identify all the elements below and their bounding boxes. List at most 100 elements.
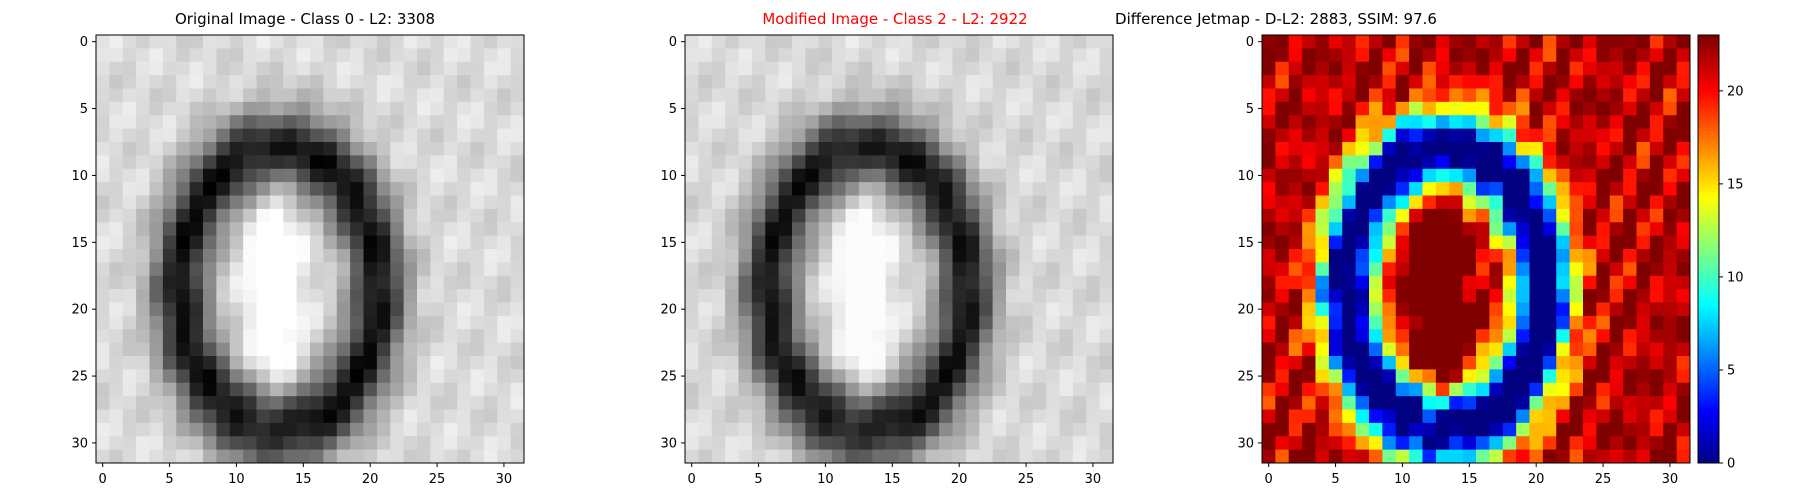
- heatmap-cell: [1302, 356, 1316, 370]
- heatmap-cell: [256, 48, 271, 63]
- heatmap-cell: [189, 235, 204, 250]
- heatmap-cell: [1542, 302, 1557, 317]
- colorbar-segment: [1698, 99, 1719, 104]
- heatmap-cell: [765, 168, 780, 183]
- heatmap-cell: [685, 128, 699, 143]
- heatmap-cell: [1086, 195, 1101, 210]
- heatmap-cell: [738, 195, 753, 210]
- heatmap-cell: [899, 422, 913, 437]
- heatmap-cell: [1046, 208, 1060, 223]
- heatmap-cell: [176, 61, 191, 76]
- heatmap-cell: [1342, 275, 1357, 290]
- heatmap-cell: [189, 168, 204, 183]
- heatmap-cell: [872, 356, 887, 370]
- heatmap-cell: [1502, 208, 1517, 223]
- heatmap-cell: [1086, 302, 1101, 317]
- heatmap-cell: [149, 275, 164, 290]
- heatmap-cell: [96, 342, 110, 357]
- heatmap-cell: [832, 208, 846, 223]
- heatmap-cell: [403, 35, 418, 49]
- heatmap-cell: [1006, 48, 1020, 63]
- heatmap-cell: [1019, 115, 1034, 130]
- heatmap-cell: [845, 155, 860, 170]
- heatmap-cell: [162, 356, 177, 370]
- heatmap-cell: [792, 142, 806, 156]
- heatmap-cell: [738, 369, 753, 384]
- heatmap-cell: [1462, 88, 1477, 103]
- heatmap-cell: [1435, 35, 1450, 49]
- heatmap-cell: [390, 262, 405, 277]
- heatmap-cell: [363, 222, 378, 237]
- heatmap-cell: [711, 356, 726, 370]
- heatmap-cell: [136, 208, 150, 223]
- heatmap-cell: [363, 369, 378, 384]
- heatmap-cell: [1435, 409, 1450, 424]
- heatmap-cell: [1328, 409, 1343, 424]
- heatmap-cell: [751, 249, 766, 263]
- heatmap-cell: [1542, 329, 1557, 344]
- heatmap-cell: [1663, 369, 1678, 384]
- heatmap-cell: [1086, 289, 1101, 303]
- y-tick-label: 25: [71, 370, 88, 385]
- heatmap-cell: [323, 195, 338, 210]
- heatmap-cell: [149, 422, 164, 437]
- heatmap-cell: [109, 182, 124, 196]
- heatmap-cell: [323, 249, 338, 263]
- colorbar-segment: [1698, 159, 1719, 164]
- heatmap-cell: [1556, 356, 1571, 370]
- heatmap-cell: [443, 329, 458, 344]
- heatmap-cell: [1315, 75, 1330, 89]
- heatmap-cell: [1275, 61, 1290, 76]
- heatmap-cell: [725, 75, 739, 89]
- heatmap-cell: [203, 128, 217, 143]
- heatmap-cell: [296, 302, 311, 317]
- heatmap-cell: [1529, 329, 1544, 344]
- heatmap-cell: [1462, 436, 1477, 451]
- heatmap-cell: [310, 101, 324, 116]
- heatmap-cell: [363, 342, 378, 357]
- colorbar-segment: [1698, 109, 1719, 114]
- heatmap-cell: [1663, 262, 1678, 277]
- heatmap-cell: [751, 289, 766, 303]
- heatmap-cell: [1422, 222, 1437, 237]
- heatmap-cell: [510, 382, 525, 397]
- heatmap-cell: [189, 436, 204, 451]
- heatmap-cell: [283, 75, 298, 89]
- heatmap-cell: [96, 155, 110, 170]
- heatmap-cell: [189, 75, 204, 89]
- colorbar-segment: [1698, 356, 1719, 361]
- heatmap-cell: [792, 396, 806, 410]
- heatmap-cell: [1663, 315, 1678, 330]
- heatmap-cell: [363, 195, 378, 210]
- heatmap-cell: [845, 128, 860, 143]
- heatmap-cell: [149, 436, 164, 451]
- heatmap-cell: [1636, 315, 1651, 330]
- heatmap-cell: [1583, 128, 1597, 143]
- colorbar-segment: [1698, 59, 1719, 65]
- heatmap-cell: [818, 75, 833, 89]
- heatmap-cell: [698, 75, 713, 89]
- heatmap-cell: [1596, 48, 1611, 63]
- heatmap-cell: [1649, 235, 1664, 250]
- heatmap-cell: [1315, 35, 1330, 49]
- heatmap-cell: [965, 128, 980, 143]
- heatmap-cell: [430, 101, 445, 116]
- heatmap-cell: [1262, 235, 1276, 250]
- heatmap-cell: [1328, 249, 1343, 263]
- heatmap-cell: [1369, 61, 1383, 76]
- heatmap-cell: [1676, 329, 1691, 344]
- heatmap-cell: [912, 329, 927, 344]
- heatmap-cell: [751, 275, 766, 290]
- heatmap-cell: [1086, 342, 1101, 357]
- heatmap-cell: [698, 302, 713, 317]
- heatmap-cell: [1288, 208, 1303, 223]
- heatmap-cell: [711, 222, 726, 237]
- heatmap-cell: [1663, 48, 1678, 63]
- heatmap-cell: [1422, 35, 1437, 49]
- heatmap-cell: [939, 302, 953, 317]
- heatmap-cell: [805, 422, 820, 437]
- heatmap-cell: [510, 155, 525, 170]
- heatmap-cell: [1583, 88, 1597, 103]
- heatmap-cell: [336, 262, 351, 277]
- heatmap-cell: [845, 61, 860, 76]
